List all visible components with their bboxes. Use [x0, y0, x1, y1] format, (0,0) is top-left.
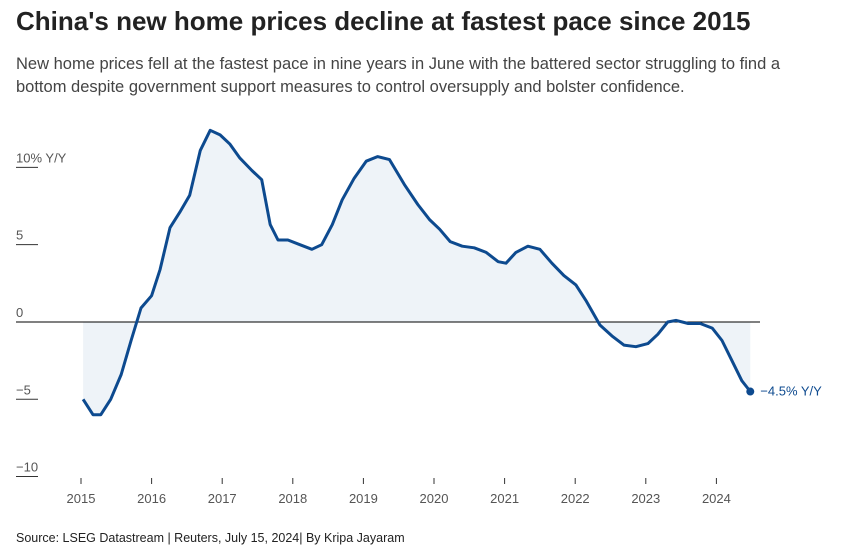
x-tick-label: 2024 — [702, 491, 731, 506]
x-tick-label: 2022 — [561, 491, 590, 506]
chart-subtitle: New home prices fell at the fastest pace… — [16, 55, 781, 96]
source-note: Source: LSEG Datastream | Reuters, July … — [16, 531, 405, 545]
x-tick-label: 2017 — [208, 491, 237, 506]
x-tick-label: 2019 — [349, 491, 378, 506]
area — [83, 130, 751, 415]
x-tick-label: 2018 — [278, 491, 307, 506]
y-tick-label: 10% Y/Y — [16, 150, 67, 165]
x-tick-label: 2015 — [67, 491, 96, 506]
y-tick-label: −5 — [16, 382, 31, 397]
chart-title: China's new home prices decline at faste… — [16, 6, 751, 36]
line — [81, 128, 752, 417]
chart: −10 −5 0 5 10% Y/Y 2015 2016 2017 2018 2019 2020 20… — [16, 128, 822, 506]
x-tick-label: 2016 — [137, 491, 166, 506]
end-point — [746, 387, 755, 396]
end-label: −4.5% Y/Y — [760, 384, 822, 399]
y-tick-label: −10 — [16, 460, 38, 475]
y-tick-label: 5 — [16, 228, 23, 243]
x-tick-label: 2021 — [490, 491, 519, 506]
y-tick-label: 0 — [16, 305, 23, 320]
x-tick-label: 2023 — [631, 491, 660, 506]
x-tick-label: 2020 — [420, 491, 449, 506]
